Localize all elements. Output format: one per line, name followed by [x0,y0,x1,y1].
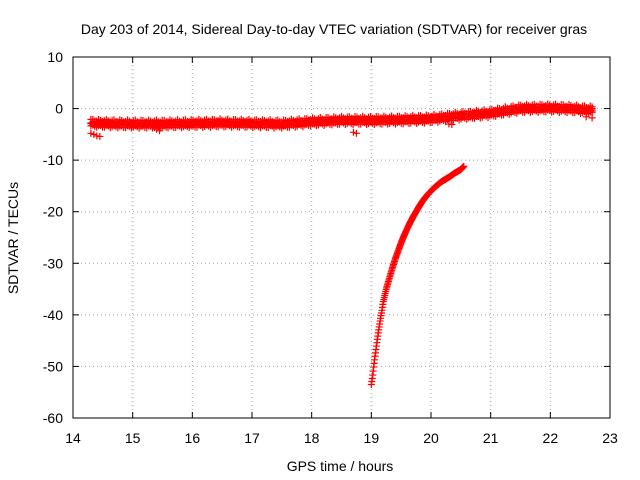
band-anchor-point [487,109,495,117]
band-anchor-point [188,120,196,128]
x-tick-label: 23 [602,430,618,446]
outlier-point [90,130,98,138]
x-tick-label: 20 [423,430,439,446]
band-anchor-point [367,116,375,124]
x-axis-label: GPS time / hours [287,458,394,474]
band-anchor-point [87,119,95,127]
x-tick-labels: 14 15 16 17 18 19 20 21 22 23 [65,430,618,446]
band-anchor-point [397,116,405,124]
y-tick-label: -40 [43,307,63,323]
y-tick-label: -30 [43,255,63,271]
outlier-point [87,129,95,137]
band-anchor-point [517,105,524,113]
outlier-point [352,129,360,137]
y-tick-labels: 10 0 -10 -20 -30 -40 -50 -60 [43,49,63,426]
band-anchor-point [129,120,137,128]
band-anchor-point [427,115,435,123]
outlier-point [349,128,357,136]
outlier-point [582,113,590,121]
x-tick-label: 22 [543,430,559,446]
outlier-point [96,132,104,140]
x-tick-label: 14 [65,430,81,446]
plot-frame [72,56,611,419]
band-anchor-point [457,112,465,120]
x-tick-label: 18 [304,430,320,446]
band-anchor-point [99,120,107,128]
band-anchor-point [278,120,286,128]
ticks-layer [72,56,611,419]
outlier-point [448,121,456,129]
outlier-point [588,114,596,122]
band-anchor-point [218,119,226,127]
y-tick-label: -20 [43,204,63,220]
y-tick-label: 0 [55,101,63,117]
x-tick-label: 17 [244,430,260,446]
y-tick-label: -50 [43,358,63,374]
y-axis-label: SDTVAR / TECUs [5,182,21,294]
y-tick-label: -10 [43,152,63,168]
y-tick-label: 10 [47,49,63,65]
band-anchor-point [308,118,316,126]
outlier-point [153,125,161,133]
chart-title: Day 203 of 2014, Sidereal Day-to-day VTE… [81,21,587,37]
band-anchor-point [546,104,554,112]
band-anchor-point [338,116,345,124]
marks-layer [87,100,596,388]
arc-point [460,162,468,170]
band-anchor-point [564,105,572,113]
y-tick-label: -60 [43,410,63,426]
band-anchor-point [248,120,256,128]
band-anchor-point [159,120,166,128]
x-tick-label: 15 [125,430,141,446]
x-tick-label: 21 [483,430,499,446]
outlier-point [156,127,164,135]
x-tick-label: 16 [185,430,201,446]
x-tick-label: 19 [364,430,380,446]
band-anchor-point [588,106,596,114]
